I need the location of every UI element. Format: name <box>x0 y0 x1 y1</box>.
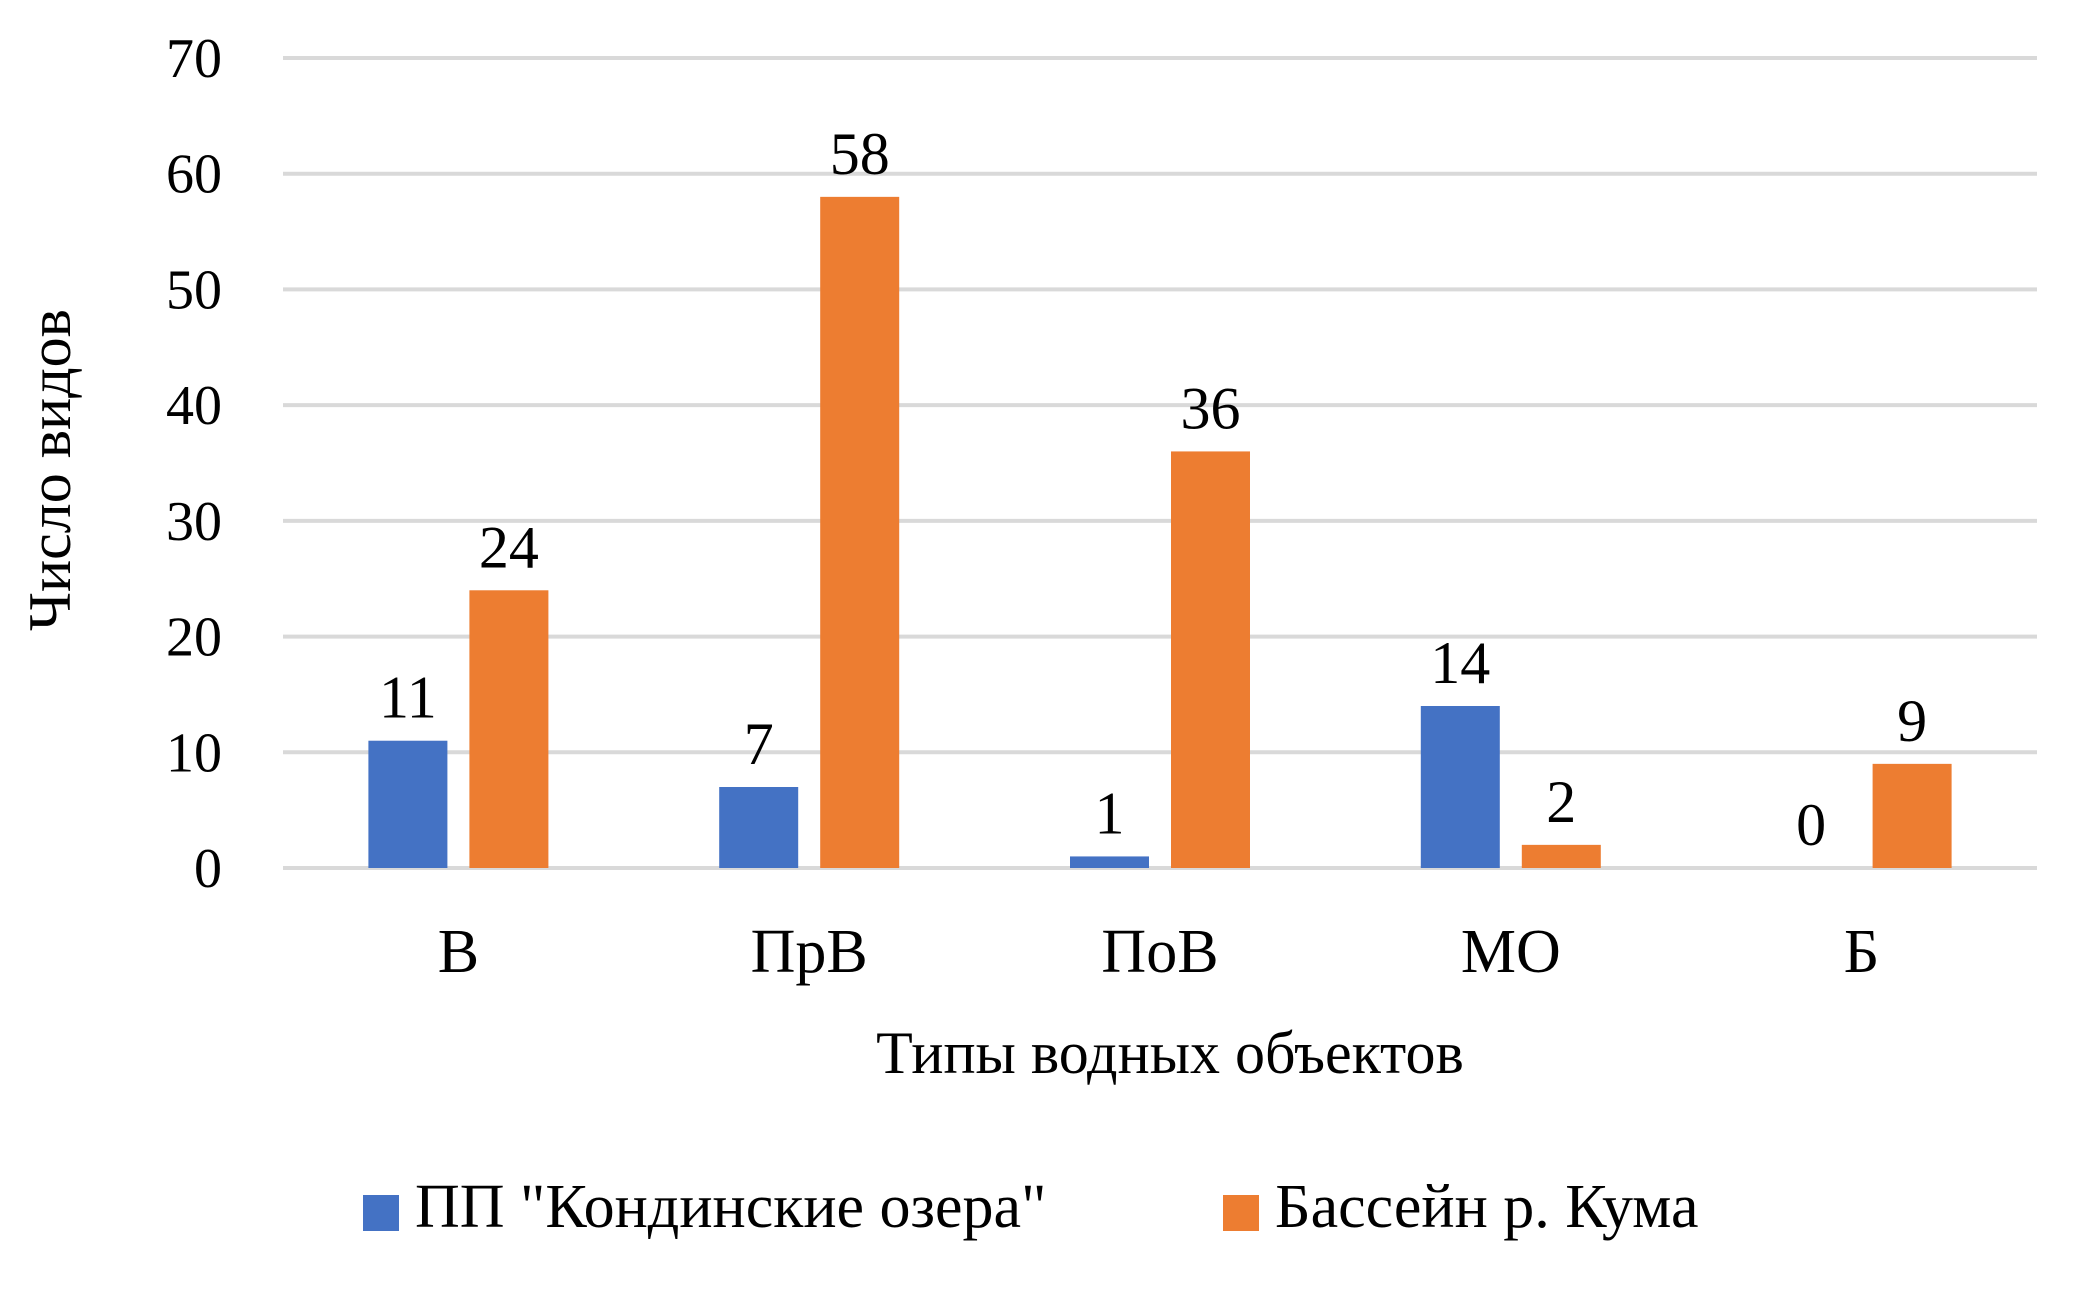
y-axis-ticks: 0 10 20 30 40 50 60 70 <box>166 28 222 900</box>
data-label-series-1-1: 58 <box>830 121 890 187</box>
bar-series-1-1 <box>820 196 900 868</box>
bar-series-1-3 <box>1521 844 1601 868</box>
x-category-label: МО <box>1461 918 1561 986</box>
data-label-series-0-3: 14 <box>1430 630 1490 696</box>
gridlines <box>283 56 2037 870</box>
legend-label-series-1: Бассейн р. Кума <box>1275 1173 1699 1241</box>
data-label-series-0-1: 7 <box>744 711 774 777</box>
y-tick-label-40: 40 <box>166 375 222 437</box>
bar-series-0-3 <box>1420 706 1500 868</box>
bar-series-0-2 <box>1070 856 1149 868</box>
y-axis-title: Число видов <box>17 309 83 631</box>
x-category-label: В <box>438 918 479 986</box>
x-axis-categories: В ПрВ ПоВ МО Б <box>438 918 1880 986</box>
x-axis-title: Типы водных объектов <box>876 1020 1464 1086</box>
bar-series-1-0 <box>469 590 549 868</box>
data-label-series-1-0: 24 <box>479 514 539 580</box>
y-tick-label-30: 30 <box>166 491 222 553</box>
y-tick-label-10: 10 <box>166 722 222 784</box>
legend: ПП "Кондинские озера" Бассейн р. Кума <box>363 1173 1699 1241</box>
legend-label-series-0: ПП "Кондинские озера" <box>415 1173 1046 1241</box>
data-label-series-0-0: 11 <box>379 665 437 731</box>
y-tick-label-0: 0 <box>194 838 222 900</box>
bar-series-1-2 <box>1171 451 1250 868</box>
bars <box>368 196 1952 868</box>
x-category-label: ПоВ <box>1101 918 1218 986</box>
x-category-label: ПрВ <box>751 918 868 986</box>
y-tick-label-70: 70 <box>166 28 222 90</box>
bar-series-0-1 <box>719 787 799 868</box>
bar-series-0-0 <box>368 740 448 868</box>
legend-swatch-series-0 <box>363 1195 399 1231</box>
data-labels: 11 24 7 58 1 36 14 2 0 9 <box>379 121 1927 858</box>
y-tick-label-60: 60 <box>166 144 222 206</box>
y-tick-label-50: 50 <box>166 259 222 321</box>
bar-series-1-4 <box>1872 763 1952 868</box>
data-label-series-1-3: 2 <box>1546 769 1576 835</box>
data-label-series-1-4: 9 <box>1897 688 1927 754</box>
legend-swatch-series-1 <box>1223 1195 1259 1231</box>
x-category-label: Б <box>1844 918 1880 986</box>
data-label-series-1-2: 36 <box>1181 375 1241 441</box>
data-label-series-0-4: 0 <box>1796 792 1826 858</box>
data-label-series-0-2: 1 <box>1095 780 1125 846</box>
y-tick-label-20: 20 <box>166 607 222 669</box>
